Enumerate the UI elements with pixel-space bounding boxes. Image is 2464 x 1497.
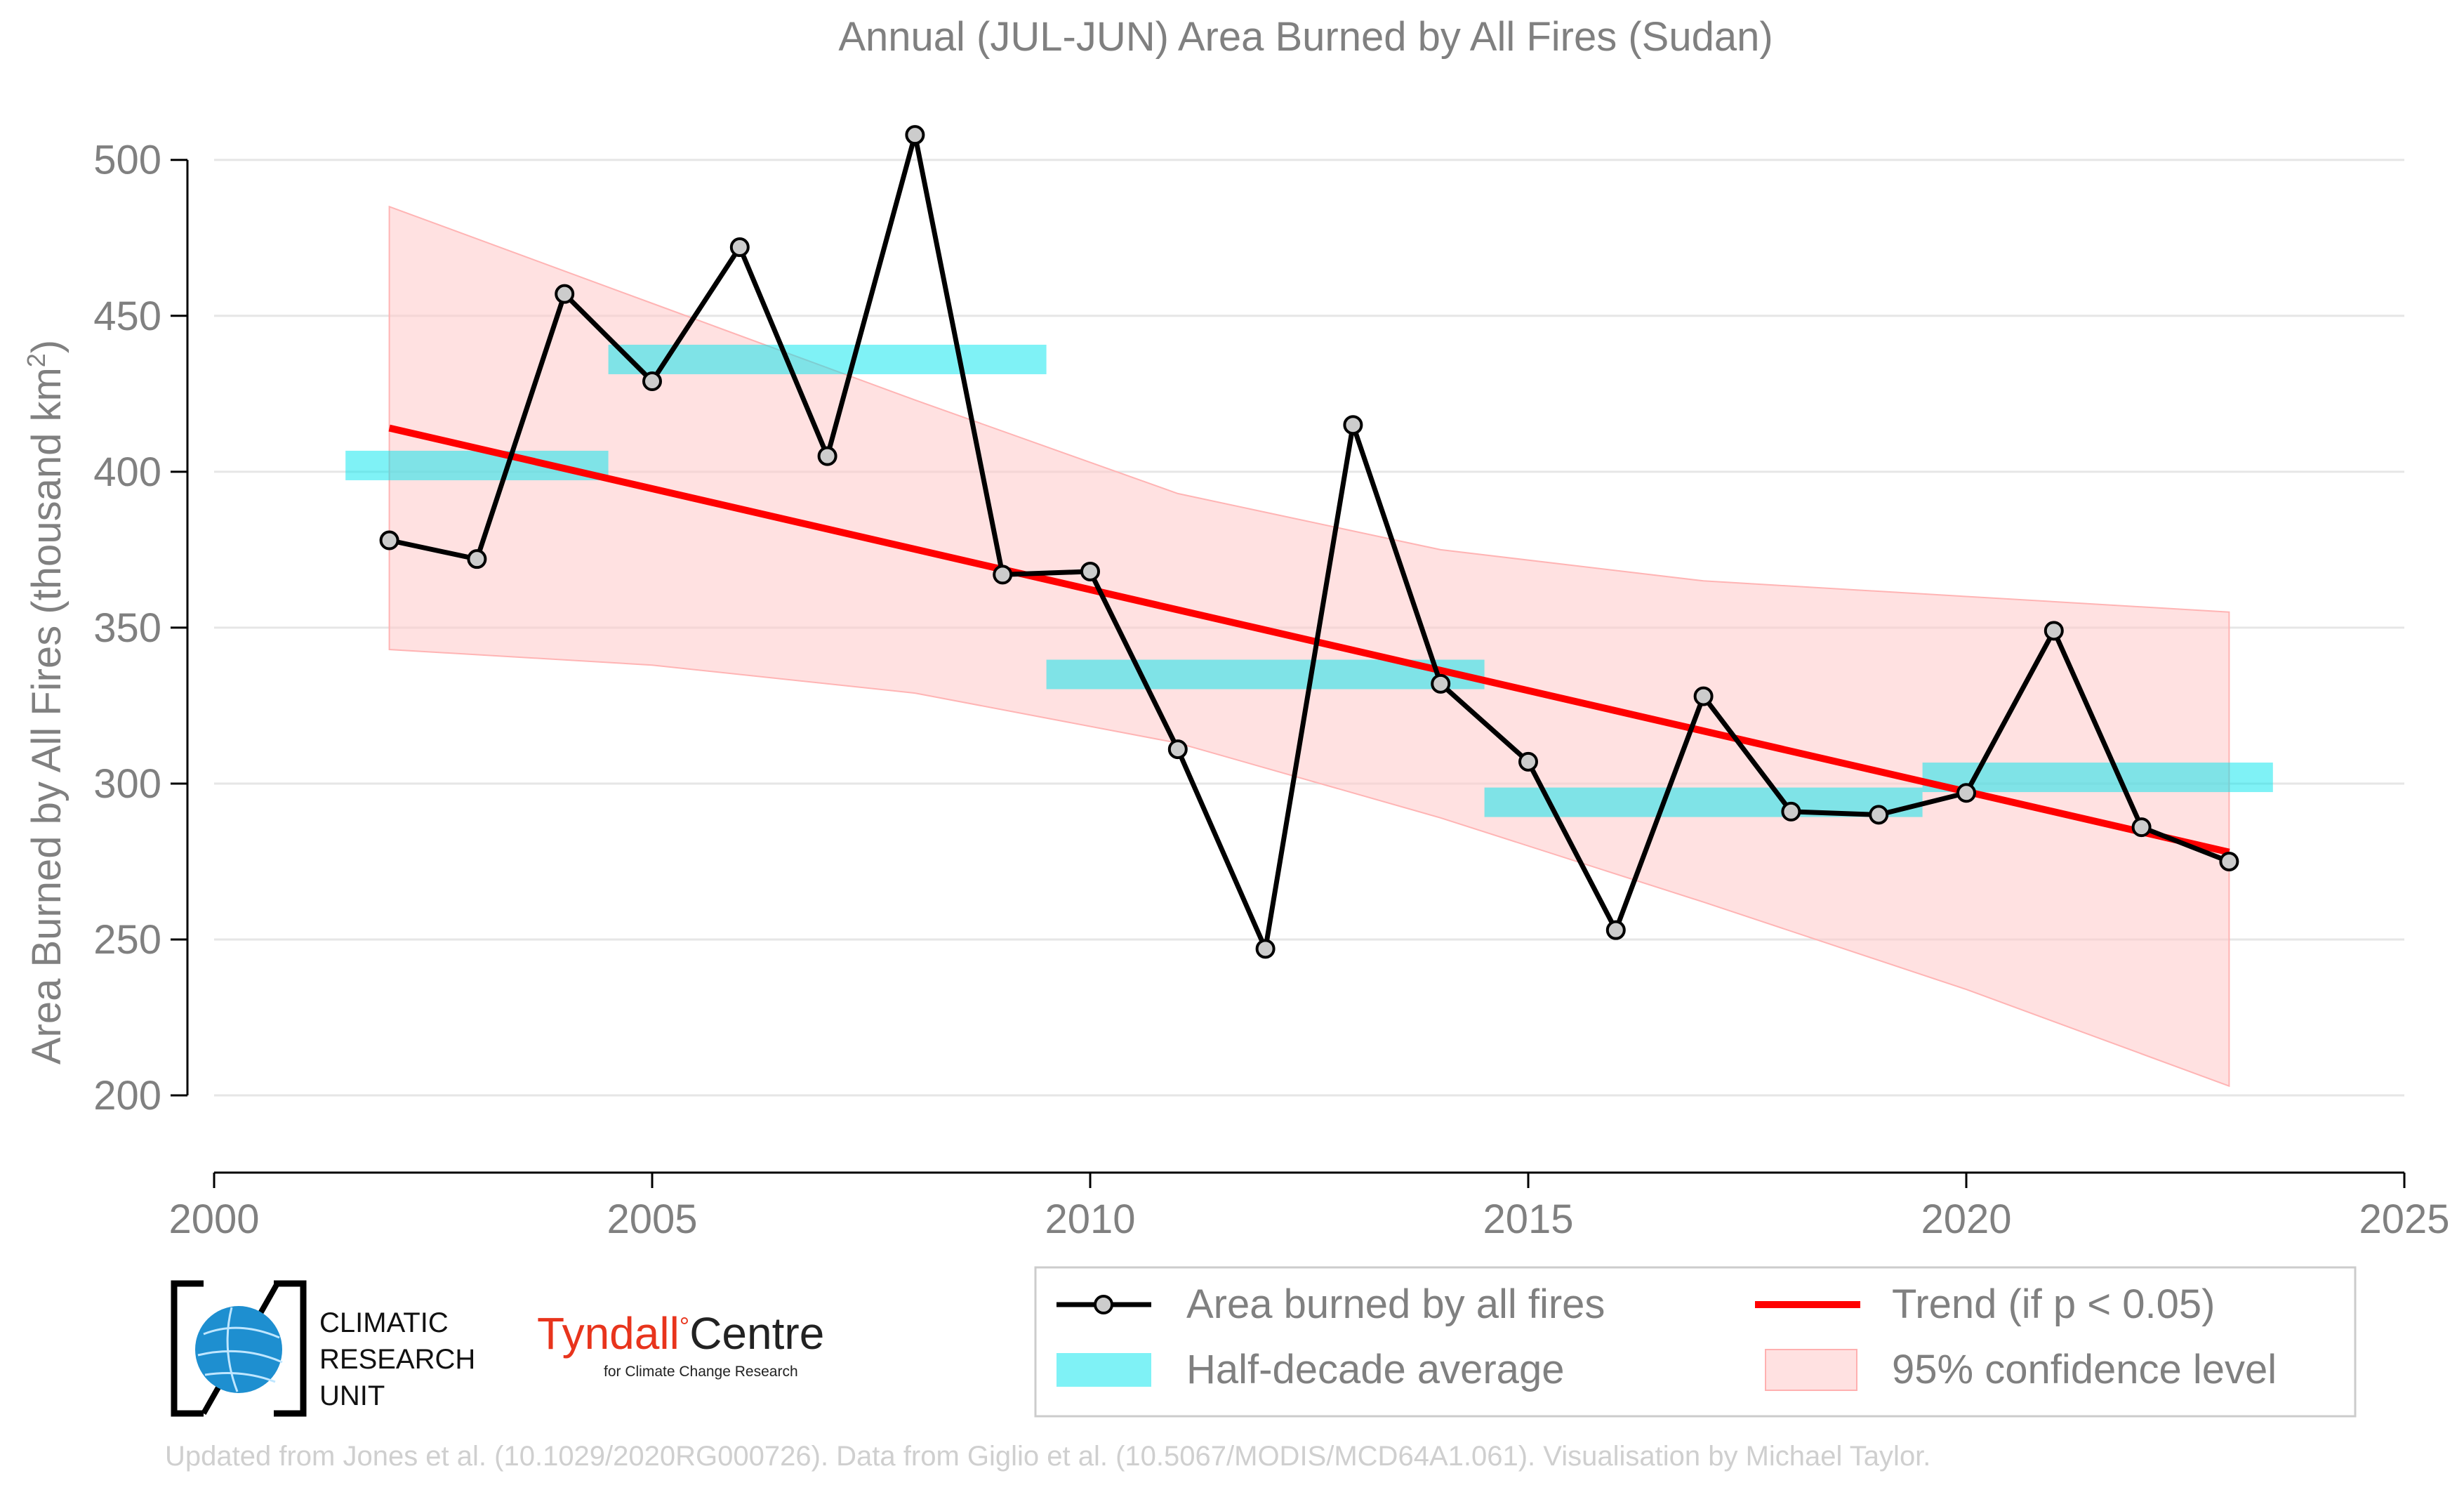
data-point [1518,751,1538,772]
legend-confidence-swatch [1765,1349,1857,1391]
y-tick-label: 250 [93,917,161,963]
data-point [1431,673,1451,694]
half-decade-bar [608,344,1047,374]
cru-line-2: RESEARCH [319,1344,476,1375]
series-group [379,125,2239,959]
chart-title: Annual (JUL-JUN) Area Burned by All Fire… [838,14,1773,60]
data-point [555,284,575,304]
confidence-band [388,205,2230,1088]
data-point [1956,783,1976,803]
legend-marker-swatch [1094,1295,1113,1314]
series-line [388,132,2230,951]
trend-line [388,424,2230,856]
legend-frame [1034,1266,2357,1418]
tyndall-logo-degree: ° [679,1312,690,1340]
legend-label-area: Area burned by all fires [1186,1281,1605,1327]
x-tick-label: 2010 [1045,1196,1135,1242]
half-decade-bar [345,450,609,480]
cru-logo [171,1280,307,1417]
legend: Area burned by all fires Half-decade ave… [1034,1266,2357,1418]
x-tick-label: 2020 [1921,1196,2011,1242]
half-decade-bars [345,344,2273,817]
data-point [2044,621,2064,641]
data-point [905,125,925,145]
data-point [379,530,399,550]
legend-half-decade-swatch [1057,1353,1151,1387]
tyndall-logo: Tyndall°Centre [537,1307,824,1359]
credit-line: Updated from Jones et al. (10.1029/2020R… [165,1441,1931,1472]
data-point [1693,686,1714,706]
x-tick-label: 2025 [2359,1196,2449,1242]
cru-line-1: CLIMATIC [319,1307,449,1338]
y-tick-label: 450 [93,294,161,339]
data-point [1343,415,1363,435]
data-point [1255,939,1276,959]
data-point [1869,805,1889,825]
globe-icon [195,1306,282,1393]
tyndall-logo-part1: Tyndall [537,1308,680,1359]
y-axis-label: Area Burned by All Fires (thousand km2) [22,340,69,1064]
data-point [2131,817,2152,838]
cru-logo-text: CLIMATIC RESEARCH UNIT [319,1305,475,1414]
data-point [1605,920,1626,940]
y-tick-label: 400 [93,449,161,495]
x-tick-label: 2000 [168,1196,259,1242]
data-point [1080,561,1100,581]
axes: 200 250 300 350 400 450 500 2000 2005 2010 2015 202… [93,138,2449,1242]
trend-line-group [388,424,2230,856]
data-point [1781,801,1801,822]
data-point [993,565,1013,585]
y-tick-label: 350 [93,605,161,651]
data-point [729,237,750,258]
legend-label-half-decade: Half-decade average [1186,1347,1564,1392]
tyndall-subtitle: for Climate Change Research [604,1364,798,1380]
legend-label-confidence: 95% confidence level [1892,1347,2277,1392]
confidence-area [388,205,2230,1088]
legend-label-trend: Trend (if p < 0.05) [1892,1281,2215,1327]
data-point [467,549,487,569]
tyndall-logo-part2: Centre [689,1308,825,1359]
data-point [817,446,837,466]
cru-line-3: UNIT [319,1380,385,1411]
x-tick-label: 2005 [607,1196,697,1242]
x-tick-label: 2015 [1483,1196,1573,1242]
data-point [642,371,662,392]
data-point [1167,739,1188,760]
y-tick-label: 300 [93,761,161,807]
data-point [2219,851,2239,871]
y-tick-label: 500 [93,138,161,183]
y-tick-label: 200 [93,1073,161,1119]
